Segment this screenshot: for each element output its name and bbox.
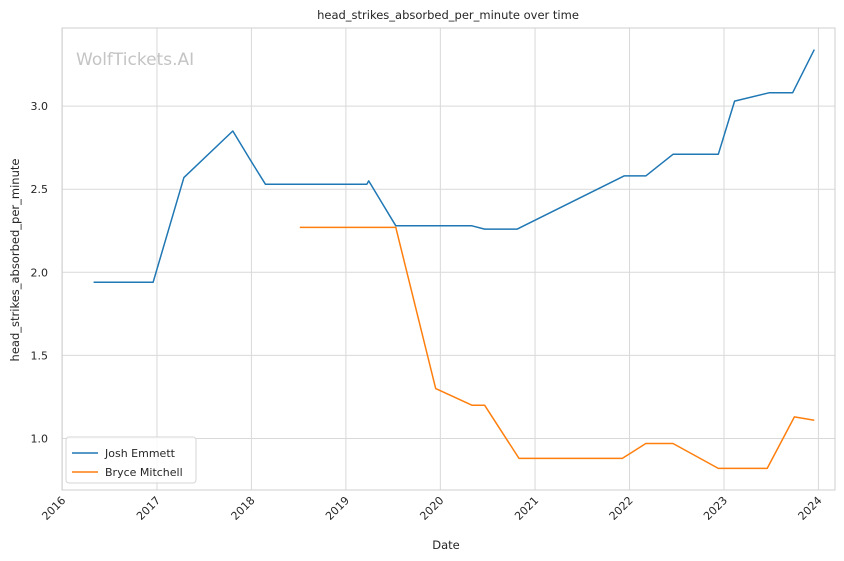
y-tick-label-1.5: 1.5 bbox=[31, 349, 49, 362]
x-tick-label-2016: 2016 bbox=[39, 494, 68, 523]
chart-title: head_strikes_absorbed_per_minute over ti… bbox=[317, 8, 579, 22]
legend-label-bryce-mitchell: Bryce Mitchell bbox=[105, 466, 183, 479]
x-tick-label-2022: 2022 bbox=[607, 494, 636, 523]
y-axis-title: head_strikes_absorbed_per_minute bbox=[8, 159, 22, 362]
grid-lines bbox=[61, 28, 835, 490]
x-tick-label-2020: 2020 bbox=[417, 494, 446, 523]
series-lines bbox=[93, 49, 815, 470]
legend: Josh Emmett Bryce Mitchell bbox=[65, 436, 197, 484]
x-tick-label-2018: 2018 bbox=[229, 494, 258, 523]
plot-area-frame bbox=[61, 27, 836, 491]
legend-box bbox=[65, 436, 197, 484]
legend-label-josh-emmett: Josh Emmett bbox=[104, 447, 176, 460]
y-axis-ticks: 1.0 1.5 2.0 2.5 3.0 bbox=[31, 100, 49, 445]
y-tick-label-1.0: 1.0 bbox=[31, 432, 49, 445]
x-tick-label-2019: 2019 bbox=[323, 494, 352, 523]
x-tick-label-2017: 2017 bbox=[134, 494, 163, 523]
y-tick-label-2.5: 2.5 bbox=[31, 183, 49, 196]
series-line-bryce-mitchell bbox=[299, 226, 815, 470]
series-line-josh-emmett bbox=[93, 49, 815, 284]
x-axis-title: Date bbox=[432, 538, 460, 552]
x-tick-label-2024: 2024 bbox=[796, 494, 825, 523]
y-tick-label-2.0: 2.0 bbox=[31, 266, 49, 279]
x-tick-label-2021: 2021 bbox=[512, 494, 541, 523]
x-tick-label-2023: 2023 bbox=[701, 494, 730, 523]
x-axis-ticks: 2016 2017 2018 2019 2020 2021 2022 2023 2024 bbox=[39, 494, 824, 523]
y-tick-label-3.0: 3.0 bbox=[31, 100, 49, 113]
watermark-logo: WolfTickets.AI bbox=[76, 50, 194, 70]
